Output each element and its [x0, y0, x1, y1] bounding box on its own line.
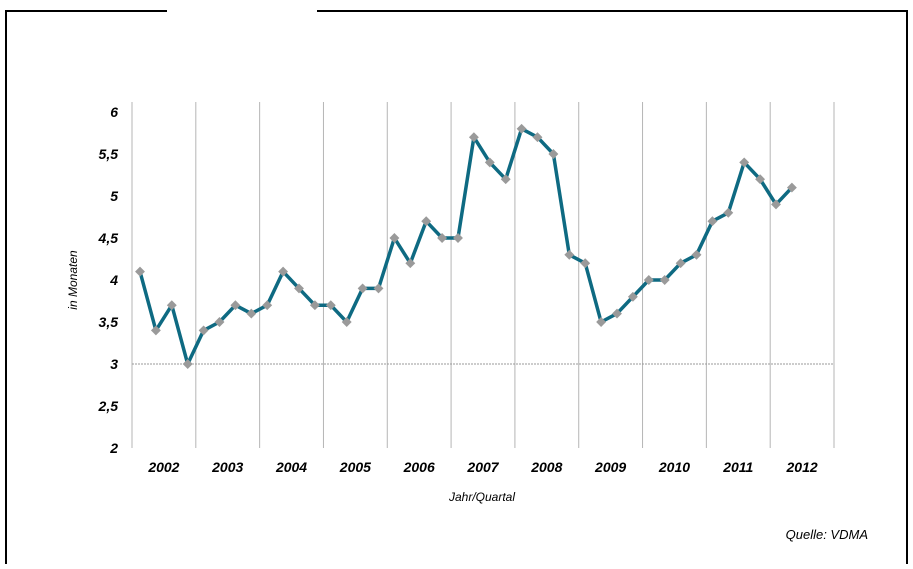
data-point-marker	[325, 300, 336, 311]
x-tick-label: 2002	[147, 459, 179, 475]
x-axis-ticks: 2002 2003 2004 2005 2006 2007 2008 2009 2010 2011…	[147, 459, 818, 475]
grid	[131, 102, 835, 448]
y-tick-label: 5,5	[99, 146, 119, 162]
data-point-marker	[262, 300, 273, 311]
data-point-marker	[405, 258, 416, 269]
title-mask	[167, 6, 317, 24]
data-markers	[135, 123, 797, 369]
y-tick-label: 6	[110, 104, 118, 120]
x-tick-label: 2006	[403, 459, 435, 475]
data-point-marker	[389, 233, 400, 243]
x-tick-label: 2011	[722, 459, 753, 475]
data-point-marker	[564, 249, 575, 260]
data-point-marker	[596, 317, 607, 327]
data-point-marker	[532, 132, 543, 143]
series-line	[138, 127, 794, 366]
data-point-marker	[500, 174, 511, 185]
data-point-marker	[468, 132, 479, 143]
x-tick-label: 2012	[786, 459, 818, 475]
data-point-marker	[659, 275, 670, 285]
data-point-marker	[246, 308, 257, 319]
x-tick-label: 2008	[530, 459, 562, 475]
data-point-marker	[294, 283, 304, 294]
x-tick-label: 2007	[466, 459, 499, 475]
data-point-marker	[516, 123, 527, 134]
data-point-marker	[198, 325, 209, 336]
x-tick-label: 2010	[658, 459, 690, 475]
y-axis-label: in Monaten	[66, 250, 80, 310]
data-point-marker	[580, 258, 591, 269]
x-tick-label: 2004	[275, 459, 307, 475]
source-note: Quelle: VDMA	[785, 527, 868, 542]
data-point-marker	[309, 300, 320, 311]
data-point-marker	[373, 283, 384, 294]
data-point-marker	[230, 300, 241, 311]
x-tick-label: 2003	[211, 459, 243, 475]
y-axis-ticks: 2 2,5 3 3,5 4 4,5 5 5,5 6	[98, 104, 119, 456]
x-axis-label: Jahr/Quartal	[448, 490, 515, 504]
data-point-marker	[182, 359, 193, 369]
data-point-marker	[612, 308, 622, 319]
y-tick-label: 3,5	[99, 314, 119, 330]
data-point-marker	[421, 216, 432, 227]
x-tick-label: 2009	[594, 459, 626, 475]
data-point-marker	[707, 216, 718, 227]
data-point-marker	[739, 157, 750, 168]
y-tick-label: 4	[109, 272, 118, 288]
data-point-marker	[771, 199, 781, 210]
y-tick-label: 3	[110, 356, 118, 372]
data-point-marker	[691, 249, 702, 260]
y-tick-label: 2,5	[98, 398, 119, 414]
x-tick-label: 2005	[339, 459, 371, 475]
y-tick-label: 2	[109, 440, 118, 456]
data-point-marker	[627, 291, 638, 302]
data-point-marker	[357, 283, 368, 294]
data-point-marker	[548, 149, 559, 159]
data-point-marker	[437, 233, 448, 243]
data-point-marker	[150, 325, 161, 336]
y-tick-label: 5	[110, 188, 118, 204]
data-point-marker	[786, 182, 797, 193]
chart-frame	[5, 6, 908, 564]
data-point-marker	[755, 174, 766, 185]
data-point-marker	[214, 317, 225, 327]
data-point-marker	[278, 266, 289, 277]
data-point-marker	[723, 207, 734, 218]
data-point-marker	[453, 233, 463, 243]
data-point-marker	[135, 266, 145, 277]
data-point-marker	[484, 157, 495, 168]
data-point-marker	[341, 317, 352, 327]
data-point-marker	[643, 275, 654, 285]
data-point-marker	[166, 300, 177, 311]
y-tick-label: 4,5	[98, 230, 119, 246]
data-point-marker	[675, 258, 686, 269]
